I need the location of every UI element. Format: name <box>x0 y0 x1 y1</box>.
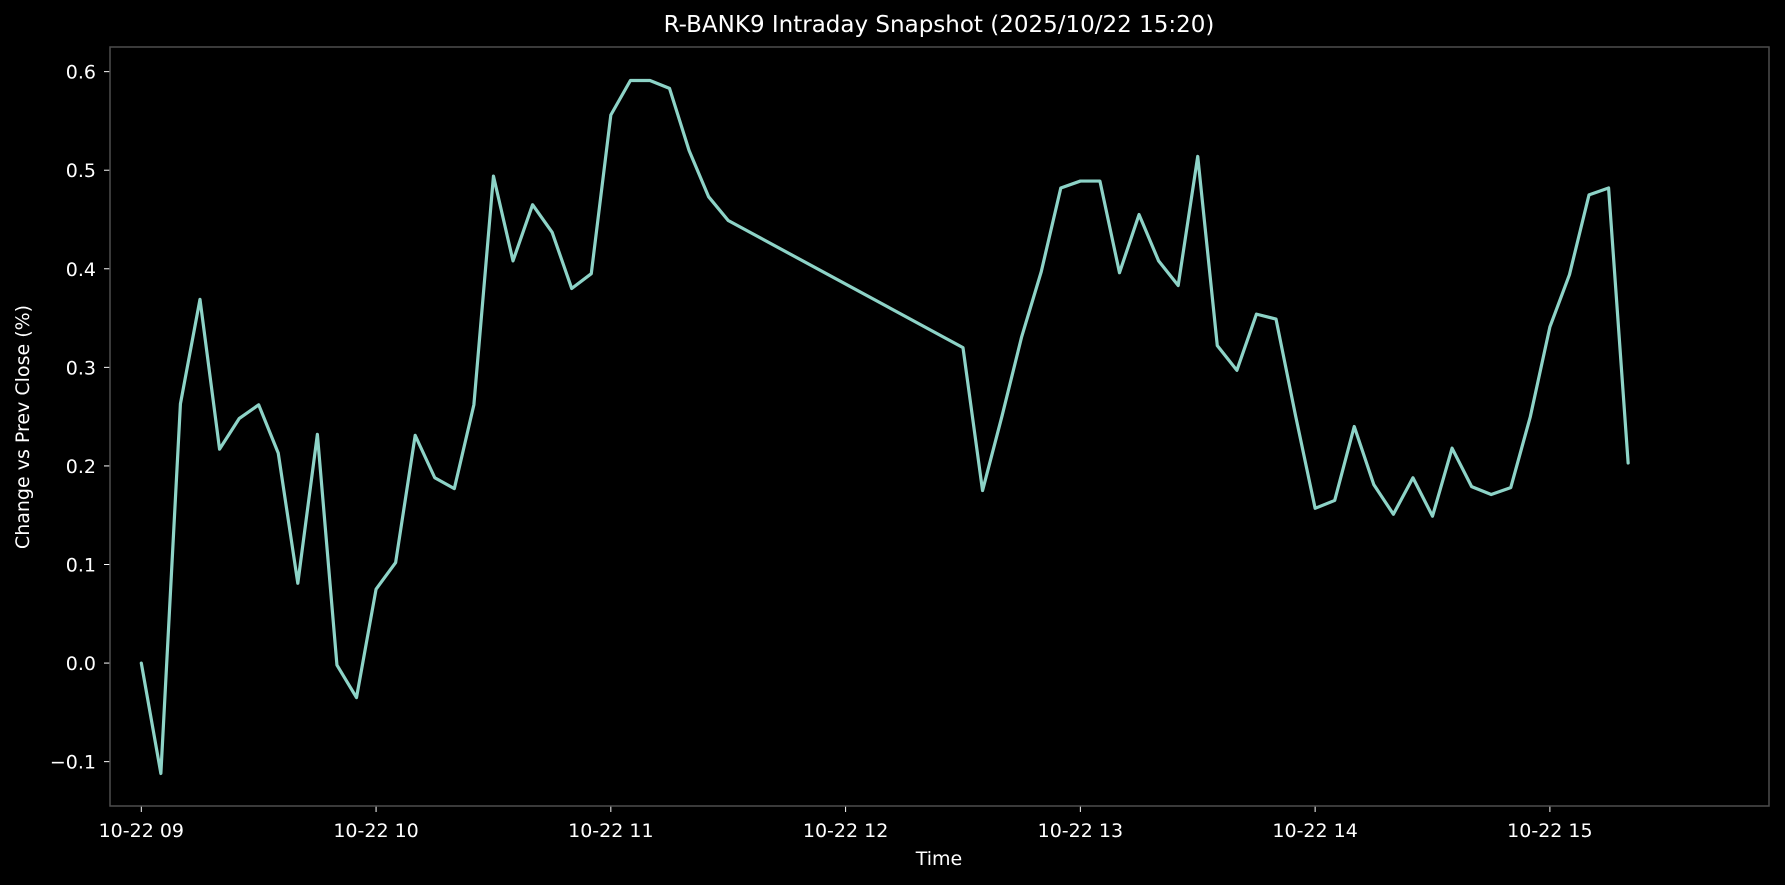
y-axis-ticks: −0.1 0.0 0.1 0.2 0.3 0.4 0.5 0.6 <box>50 62 110 774</box>
series-line <box>139 78 1630 776</box>
y-tick-label: 0.4 <box>66 259 96 281</box>
y-tick-label: 0.5 <box>66 160 96 182</box>
chart-title: R-BANK9 Intraday Snapshot (2025/10/22 15… <box>664 12 1215 38</box>
y-tick-label: −0.1 <box>50 752 96 774</box>
x-tick-label: 10-22 15 <box>1507 820 1592 842</box>
x-tick-label: 10-22 13 <box>1038 820 1123 842</box>
y-tick-label: 0.1 <box>66 555 96 577</box>
y-tick-label: 0.0 <box>66 653 96 675</box>
x-axis-title: Time <box>915 848 963 870</box>
plot-area-frame <box>109 46 1770 807</box>
x-tick-label: 10-22 12 <box>803 820 888 842</box>
y-axis-title: Change vs Prev Close (%) <box>12 305 34 549</box>
x-tick-label: 10-22 14 <box>1272 820 1357 842</box>
y-tick-label: 0.3 <box>66 357 96 379</box>
x-axis-ticks: 10-22 09 10-22 10 10-22 11 10-22 12 10-22 13… <box>99 806 1593 842</box>
y-tick-label: 0.2 <box>66 456 96 478</box>
series-layer <box>139 78 1630 776</box>
x-tick-label: 10-22 11 <box>568 820 653 842</box>
x-tick-label: 10-22 10 <box>333 820 418 842</box>
y-tick-label: 0.6 <box>66 62 96 84</box>
x-tick-label: 10-22 09 <box>99 820 184 842</box>
